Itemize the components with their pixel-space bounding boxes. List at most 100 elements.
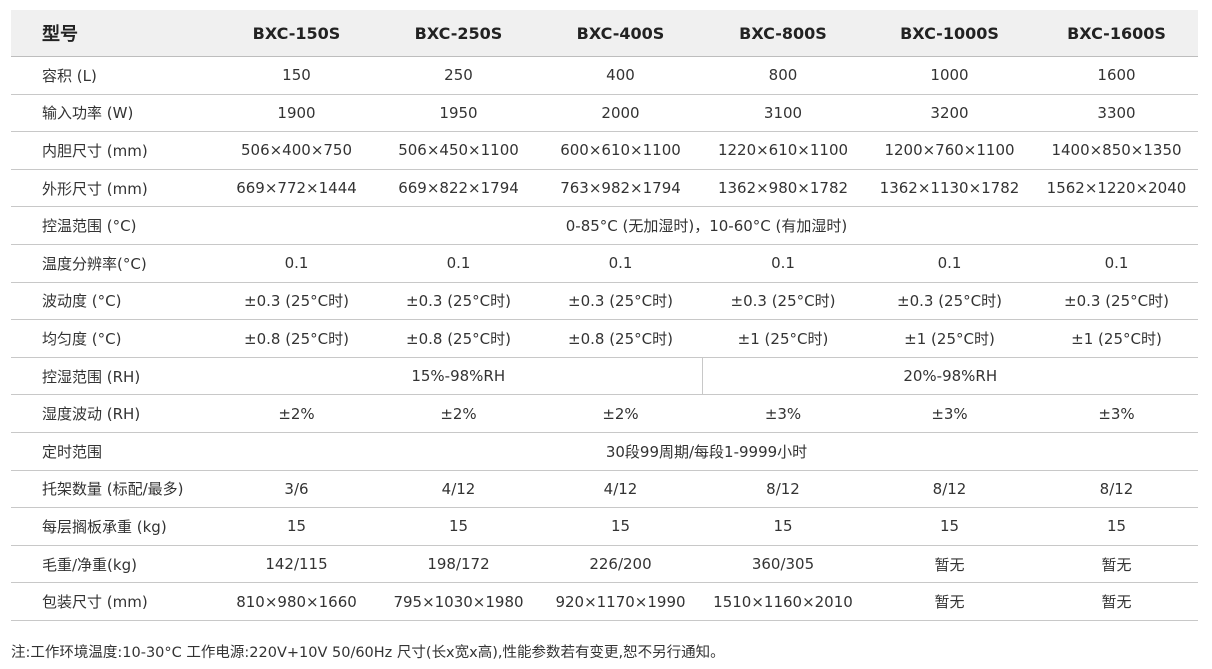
header-model-bxc-800s: BXC-800S xyxy=(702,10,864,57)
merged-cell: 20%-98%RH xyxy=(701,357,1198,396)
table-cell: 1400×850×1350 xyxy=(1035,131,1198,170)
table-cell: 15 xyxy=(539,507,702,546)
header-model-bxc-250s: BXC-250S xyxy=(378,10,539,57)
table-row: 输入功率 (W) 1900 1950 2000 3100 3200 3300 xyxy=(11,94,1198,133)
table-cell: 8/12 xyxy=(1035,470,1198,509)
table-cell: ±0.8 (25°C时) xyxy=(215,319,378,358)
table-cell: 8/12 xyxy=(864,470,1035,509)
row-label: 内胆尺寸 (mm) xyxy=(11,131,215,170)
table-row: 控湿范围 (RH) 15%-98%RH 20%-98%RH xyxy=(11,357,1198,396)
table-cell: 1600 xyxy=(1035,56,1198,95)
row-label: 均匀度 (°C) xyxy=(11,319,215,358)
merged-cell: 0-85°C (无加湿时)，10-60°C (有加湿时) xyxy=(215,206,1198,245)
table-cell: 3300 xyxy=(1035,94,1198,133)
table-row: 湿度波动 (RH) ±2% ±2% ±2% ±3% ±3% ±3% xyxy=(11,394,1198,433)
row-label: 控湿范围 (RH) xyxy=(11,357,215,396)
table-cell: 1220×610×1100 xyxy=(702,131,864,170)
table-cell: 669×772×1444 xyxy=(215,169,378,208)
table-cell: 15 xyxy=(215,507,378,546)
table-body: 容积 (L) 150 250 400 800 1000 1600 输入功率 (W) 1900 19… xyxy=(11,56,1198,621)
table-cell: 600×610×1100 xyxy=(539,131,702,170)
row-label: 控温范围 (°C) xyxy=(11,206,215,245)
merged-cell: 30段99周期/每段1-9999小时 xyxy=(215,432,1198,471)
table-cell: ±1 (25°C时) xyxy=(864,319,1035,358)
table-row: 容积 (L) 150 250 400 800 1000 1600 xyxy=(11,56,1198,95)
header-model-bxc-150s: BXC-150S xyxy=(215,10,378,57)
table-cell: ±0.3 (25°C时) xyxy=(702,282,864,321)
table-cell: 150 xyxy=(215,56,378,95)
table-cell: ±0.3 (25°C时) xyxy=(539,282,702,321)
table-cell: 0.1 xyxy=(215,244,378,283)
table-cell: 142/115 xyxy=(215,545,378,584)
table-cell: ±3% xyxy=(1035,394,1198,433)
table-cell: ±0.8 (25°C时) xyxy=(539,319,702,358)
table-row: 均匀度 (°C) ±0.8 (25°C时) ±0.8 (25°C时) ±0.8 (25… xyxy=(11,319,1198,358)
table-cell: 3200 xyxy=(864,94,1035,133)
table-cell: 8/12 xyxy=(702,470,864,509)
table-cell: 920×1170×1990 xyxy=(539,582,702,621)
header-model-bxc-1000s: BXC-1000S xyxy=(864,10,1035,57)
table-cell: ±0.3 (25°C时) xyxy=(864,282,1035,321)
table-cell: 3/6 xyxy=(215,470,378,509)
table-cell: 360/305 xyxy=(702,545,864,584)
row-label: 每层搁板承重 (kg) xyxy=(11,507,215,546)
table-cell: 15 xyxy=(1035,507,1198,546)
table-cell: 暂无 xyxy=(864,545,1035,584)
table-cell: 暂无 xyxy=(1035,582,1198,621)
table-cell: 763×982×1794 xyxy=(539,169,702,208)
table-cell: 1562×1220×2040 xyxy=(1035,169,1198,208)
header-model-label: 型号 xyxy=(11,10,215,57)
table-row: 内胆尺寸 (mm) 506×400×750 506×450×1100 600×610×… xyxy=(11,131,1198,170)
table-cell: 226/200 xyxy=(539,545,702,584)
header-model-bxc-400s: BXC-400S xyxy=(539,10,702,57)
table-cell: 15 xyxy=(864,507,1035,546)
table-cell: 669×822×1794 xyxy=(378,169,539,208)
table-cell: ±3% xyxy=(864,394,1035,433)
table-cell: 1950 xyxy=(378,94,539,133)
row-label: 毛重/净重(kg) xyxy=(11,545,215,584)
table-row: 托架数量 (标配/最多) 3/6 4/12 4/12 8/12 8/12 8/12 xyxy=(11,470,1198,509)
table-cell: ±2% xyxy=(215,394,378,433)
table-cell: 810×980×1660 xyxy=(215,582,378,621)
row-label: 湿度波动 (RH) xyxy=(11,394,215,433)
table-cell: 400 xyxy=(539,56,702,95)
table-cell: 0.1 xyxy=(1035,244,1198,283)
table-cell: 3100 xyxy=(702,94,864,133)
table-cell: 1200×760×1100 xyxy=(864,131,1035,170)
table-cell: 4/12 xyxy=(539,470,702,509)
table-cell: 暂无 xyxy=(864,582,1035,621)
table-row: 定时范围 30段99周期/每段1-9999小时 xyxy=(11,432,1198,471)
table-cell: ±1 (25°C时) xyxy=(1035,319,1198,358)
table-cell: ±0.3 (25°C时) xyxy=(215,282,378,321)
footnote: 注:工作环境温度:10-30°C 工作电源:220V+10V 50/60Hz 尺… xyxy=(11,645,725,661)
table-cell: ±2% xyxy=(378,394,539,433)
table-cell: 198/172 xyxy=(378,545,539,584)
row-label: 定时范围 xyxy=(11,432,215,471)
row-label: 容积 (L) xyxy=(11,56,215,95)
row-label: 波动度 (°C) xyxy=(11,282,215,321)
table-cell: 795×1030×1980 xyxy=(378,582,539,621)
table-cell: 506×400×750 xyxy=(215,131,378,170)
table-cell: 1362×980×1782 xyxy=(702,169,864,208)
table-cell: 暂无 xyxy=(1035,545,1198,584)
table-cell: 2000 xyxy=(539,94,702,133)
table-cell: 0.1 xyxy=(864,244,1035,283)
table-cell: ±0.3 (25°C时) xyxy=(378,282,539,321)
table-cell: 0.1 xyxy=(378,244,539,283)
table-cell: ±0.3 (25°C时) xyxy=(1035,282,1198,321)
table-cell: 506×450×1100 xyxy=(378,131,539,170)
merged-cell: 15%-98%RH xyxy=(215,357,702,396)
table-row: 毛重/净重(kg) 142/115 198/172 226/200 360/305 暂无暂… xyxy=(11,545,1198,584)
table-cell: 0.1 xyxy=(702,244,864,283)
table-cell: ±3% xyxy=(702,394,864,433)
table-cell: 15 xyxy=(378,507,539,546)
table-cell: 250 xyxy=(378,56,539,95)
table-cell: 1000 xyxy=(864,56,1035,95)
table-row: 控温范围 (°C) 0-85°C (无加湿时)，10-60°C (有加湿时) xyxy=(11,206,1198,245)
row-label: 托架数量 (标配/最多) xyxy=(11,470,215,509)
table-row: 每层搁板承重 (kg) 15 15 15 15 15 15 xyxy=(11,507,1198,546)
table-cell: 15 xyxy=(702,507,864,546)
table-cell: ±2% xyxy=(539,394,702,433)
table-row: 温度分辨率(°C) 0.1 0.1 0.1 0.1 0.1 0.1 xyxy=(11,244,1198,283)
table-header: 型号 BXC-150S BXC-250S BXC-400S BXC-800S B… xyxy=(11,10,1198,57)
